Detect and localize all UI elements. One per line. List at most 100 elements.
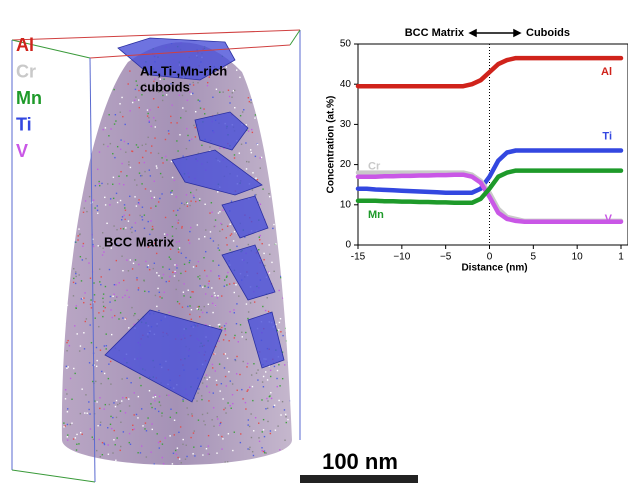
atom: [165, 437, 166, 438]
atom: [63, 153, 64, 154]
atom: [110, 143, 111, 144]
atom: [92, 29, 93, 30]
atom: [135, 28, 136, 29]
atom: [132, 151, 133, 152]
atom: [254, 62, 255, 63]
atom: [228, 90, 229, 91]
atom: [207, 85, 208, 86]
atom: [204, 306, 205, 307]
atom: [204, 236, 205, 237]
atom: [104, 373, 105, 374]
atom: [178, 241, 179, 242]
atom: [113, 439, 114, 440]
atom: [273, 130, 274, 131]
atom: [98, 181, 99, 182]
atom: [197, 82, 198, 83]
atom: [109, 204, 110, 205]
atom: [241, 54, 242, 55]
atom: [80, 345, 81, 346]
atom: [138, 199, 139, 200]
atom: [224, 325, 225, 326]
atom: [84, 348, 85, 349]
atom: [76, 69, 77, 70]
atom: [104, 444, 105, 445]
atom: [209, 454, 210, 455]
atom: [234, 154, 235, 155]
atom: [85, 153, 86, 154]
atom: [60, 437, 61, 438]
atom: [259, 157, 260, 158]
atom: [135, 89, 136, 90]
atom: [138, 264, 139, 265]
atom: [142, 425, 143, 426]
atom: [236, 470, 237, 471]
atom: [191, 21, 192, 22]
atom: [293, 465, 294, 466]
atom: [284, 364, 285, 365]
atom: [162, 443, 163, 444]
atom: [278, 22, 279, 23]
atom: [115, 284, 116, 285]
cuboid-label: Al-,Ti-,Mn-rich: [140, 63, 227, 78]
atom: [219, 211, 220, 212]
atom: [64, 214, 65, 215]
atom: [131, 37, 132, 38]
atom: [154, 395, 155, 396]
atom: [122, 216, 123, 217]
atom: [246, 366, 247, 367]
atom: [174, 434, 175, 435]
atom: [129, 405, 130, 406]
atom: [71, 399, 72, 400]
atom: [154, 400, 155, 401]
atom: [268, 84, 269, 85]
atom: [106, 223, 107, 224]
atom: [108, 27, 109, 28]
atom: [233, 462, 234, 463]
atom: [291, 222, 292, 223]
atom: [146, 31, 147, 32]
atom: [148, 265, 149, 266]
atom: [81, 434, 82, 435]
atom: [227, 402, 228, 403]
atom: [60, 122, 61, 123]
atom: [161, 412, 162, 413]
atom: [234, 359, 235, 360]
atom: [121, 219, 122, 220]
series-label: V: [605, 213, 613, 225]
atom: [95, 115, 96, 116]
atom: [115, 406, 116, 407]
atom: [219, 390, 220, 391]
atom: [128, 161, 129, 162]
atom: [130, 382, 131, 383]
atom: [189, 205, 190, 206]
atom: [140, 385, 141, 386]
atom: [97, 169, 98, 170]
atom: [178, 251, 179, 252]
atom: [112, 296, 113, 297]
atom: [86, 126, 87, 127]
atom: [295, 450, 296, 451]
atom: [155, 396, 156, 397]
atom: [130, 444, 131, 445]
atom: [217, 418, 218, 419]
atom: [63, 224, 64, 225]
atom: [62, 288, 63, 289]
atom: [231, 233, 232, 234]
atom: [168, 133, 169, 134]
atom: [141, 175, 142, 176]
atom: [92, 44, 93, 45]
atom: [251, 129, 252, 130]
atom: [78, 466, 79, 467]
atom: [216, 89, 217, 90]
atom: [261, 399, 262, 400]
atom: [198, 388, 199, 389]
atom: [206, 312, 207, 313]
atom: [268, 152, 269, 153]
atom: [70, 262, 71, 263]
atom: [155, 126, 156, 127]
atom: [62, 137, 63, 138]
atom: [271, 105, 272, 106]
atom: [82, 77, 83, 78]
atom: [142, 207, 143, 208]
atom: [174, 420, 175, 421]
